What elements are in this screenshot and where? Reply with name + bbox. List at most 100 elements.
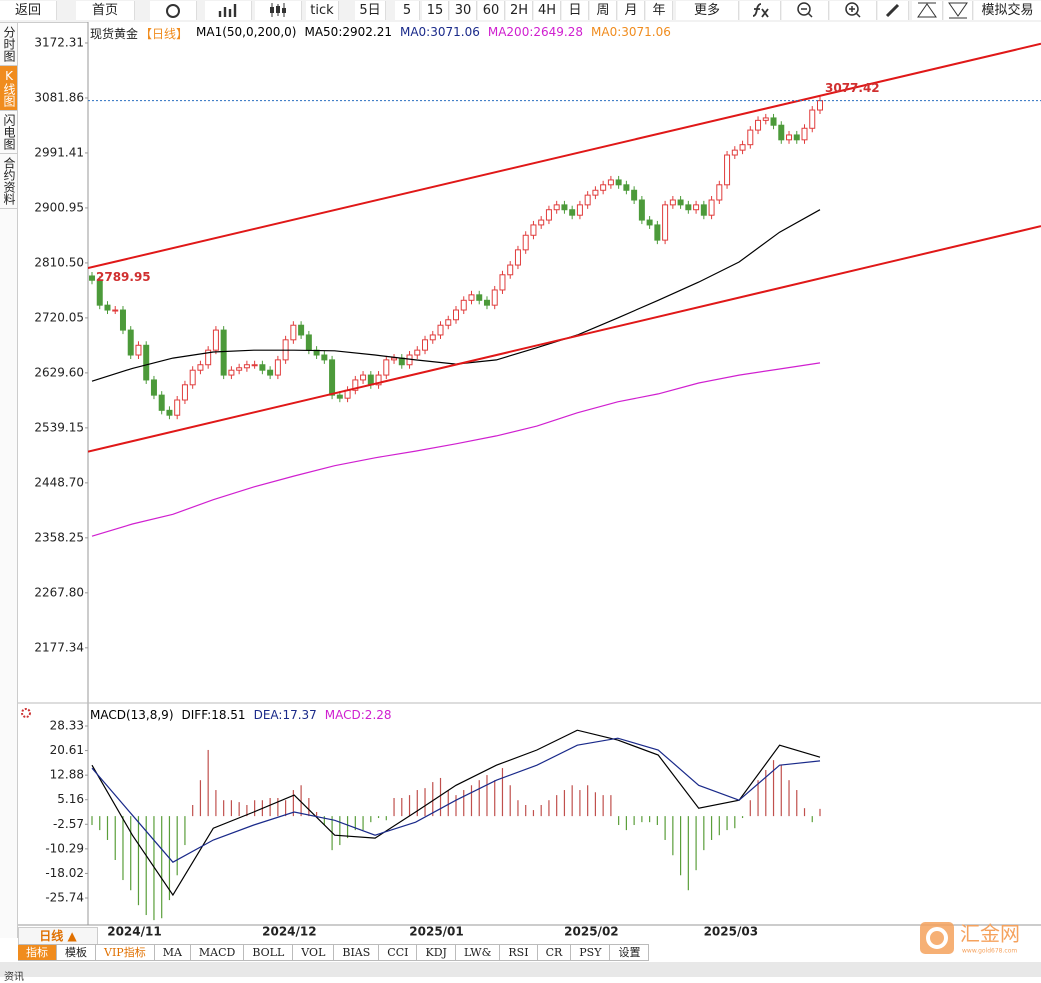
period-button[interactable]: 年 [646,1,673,20]
candle-body [414,349,421,356]
period-button[interactable]: 4H [534,1,561,20]
candle-body [336,394,343,399]
sidebar-tab[interactable]: 闪电图 [0,111,17,154]
up-button[interactable] [912,1,943,20]
down-button[interactable] [944,1,973,20]
y-tick-label: 2177.34 [34,640,84,654]
candle-body [786,134,793,141]
candle-body [817,100,823,111]
period-button[interactable]: 日线 ▲ [18,927,98,945]
y-tick-label: 2900.95 [34,200,84,214]
fx-button[interactable] [740,1,781,20]
candle-body [592,189,599,196]
indicator-tab[interactable]: LW& [455,944,501,961]
candle-body [251,364,258,367]
sidebar-tab[interactable]: 分时图 [0,23,17,66]
indicator-tab[interactable]: BOLL [244,944,294,961]
period-button[interactable]: 30 [450,1,477,20]
macd-legend: MACD(13,8,9) DIFF:18.51 DEA:17.37 MACD:2.28 [90,708,392,722]
down-icon [948,2,968,19]
toolbar: 返回 首页 tick 5日 5 15 30 60 2H 4H 日周月年 更多 模拟交易 [0,0,1041,23]
home-button[interactable]: 首页 [76,1,135,20]
zoom-in-button[interactable] [830,1,877,20]
indicator-tab[interactable]: VIP指标 [96,944,155,961]
y-tick-label: 12.88 [50,768,84,782]
candle-body [189,369,196,386]
candle-body [460,299,467,311]
indicator-tab[interactable]: MA [154,944,191,961]
sim-trade-button[interactable]: 模拟交易 [974,1,1041,20]
period-button[interactable]: 60 [478,1,505,20]
candle-body [538,219,545,226]
y-tick-label: 2720.05 [34,310,84,324]
high-label: 2789.95 [96,270,151,284]
candle-body [685,204,692,211]
candle-body [476,294,483,301]
home-label: 首页 [91,3,118,18]
sidebar-tab[interactable]: 合约资料 [0,154,17,209]
draw-button[interactable] [878,1,909,20]
period-button[interactable]: 日 [562,1,589,20]
legend-entry: MACD(13,8,9) [90,708,174,722]
indicator-tab[interactable]: CCI [379,944,418,961]
sidebar-tab[interactable]: K线图 [0,66,17,111]
legend-entry: MA200:2649.28 [487,25,583,39]
candle-body [329,359,336,396]
period-button[interactable]: 15 [422,1,449,20]
period-button[interactable]: 2H [506,1,533,20]
candle-body [793,134,800,141]
pencil-icon [885,3,900,18]
candle-body [274,359,281,376]
period-label: 【日线】 [140,27,189,41]
candle-body [166,409,173,416]
indicator-tab[interactable]: PSY [571,944,611,961]
period-button[interactable]: 5 [395,1,420,20]
candle-body [205,349,212,366]
candle-body [453,309,459,321]
legend-entry: MA50:2902.21 [304,25,392,39]
candle-body [228,369,235,376]
candle-body [600,184,607,191]
x-tick-label: 2024/12 [262,925,316,939]
more-button[interactable]: 更多 [676,1,739,20]
legend-entry: MA0:3071.06 [399,25,480,39]
period-button[interactable]: 周 [590,1,617,20]
logo-url: www.gold678.com [962,948,1017,955]
y-tick-label: -10.29 [45,841,84,855]
candle-button[interactable] [255,1,302,20]
more-label: 更多 [693,3,720,18]
indicator-tab[interactable]: 指标 [18,944,57,961]
period-button[interactable]: 月 [618,1,645,20]
candle-body [135,344,142,356]
footer-label: 资讯 [4,972,24,983]
indicator-tab[interactable]: KDJ [417,944,456,961]
candle-body [615,179,622,186]
candle-body [445,319,452,326]
candle-body [809,109,816,129]
indicator-tab[interactable]: BIAS [334,944,380,961]
candle-body [143,344,150,381]
candle-body [158,394,165,411]
candle-body [716,184,723,201]
x-tick-label: 2025/03 [704,925,758,939]
zoom-out-button[interactable] [782,1,829,20]
candle-icon [270,3,286,17]
chart-type-button[interactable] [205,1,252,20]
refresh-button[interactable] [150,1,197,20]
indicator-tab[interactable]: CR [537,944,572,961]
indicator-tab[interactable]: RSI [500,944,538,961]
indicator-tab[interactable]: VOL [293,944,335,961]
indicator-tab[interactable]: MACD [190,944,245,961]
channel-line [88,42,1041,270]
candle-body [514,249,521,266]
candle-body [483,299,490,306]
y-tick-label: 2267.80 [34,585,84,599]
indicator-tab[interactable]: 模板 [57,944,96,961]
period-button[interactable]: tick [306,1,339,20]
back-button[interactable]: 返回 [0,1,57,20]
period-button[interactable]: 5日 [355,1,386,20]
settings-icon [21,708,31,718]
indicator-tab[interactable]: 设置 [610,944,650,961]
